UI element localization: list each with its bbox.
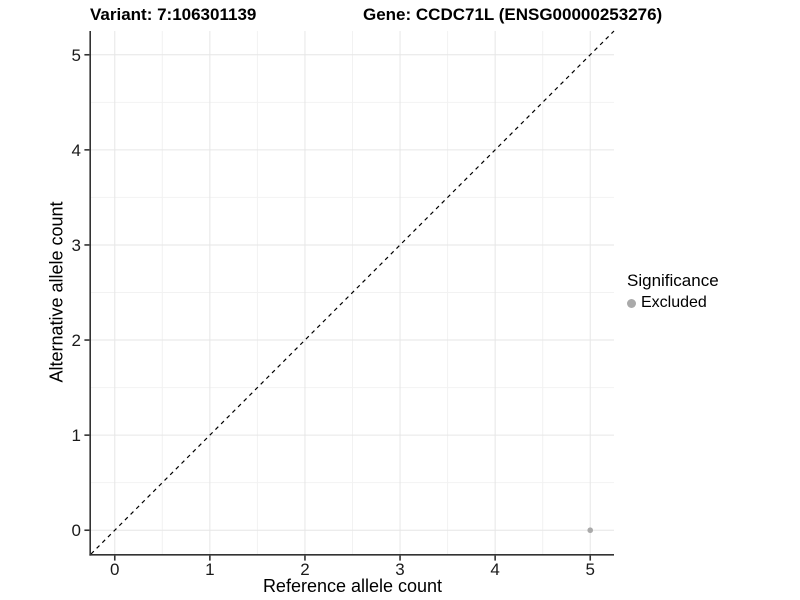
- plot-title-variant: Variant: 7:106301139: [90, 5, 257, 24]
- x-tick-label: 5: [585, 560, 594, 579]
- y-tick-label: 4: [72, 141, 81, 160]
- legend-items: Excluded: [627, 293, 719, 313]
- legend-title: Significance: [627, 271, 719, 290]
- y-tick-label: 1: [72, 426, 81, 445]
- legend-key-dot: [627, 298, 636, 308]
- data-point: [587, 527, 594, 534]
- y-tick-label: 0: [72, 521, 81, 540]
- legend-item-label: Excluded: [641, 294, 707, 311]
- x-tick-label: 0: [110, 560, 119, 579]
- legend-item: Excluded: [627, 293, 719, 313]
- plot-title-gene: Gene: CCDC71L (ENSG00000253276): [363, 5, 663, 24]
- identity-reference-line: [90, 30, 615, 555]
- y-tick-label: 5: [72, 46, 81, 65]
- y-tick-label: 2: [72, 331, 81, 350]
- legend: Significance Excluded: [627, 270, 719, 313]
- x-tick-label: 3: [395, 560, 404, 579]
- y-tick-label: 3: [72, 236, 81, 255]
- y-axis-title: Alternative allele count: [46, 201, 67, 383]
- x-axis-title: Reference allele count: [262, 576, 443, 596]
- x-tick-label: 2: [300, 560, 309, 579]
- x-tick-label: 4: [490, 560, 499, 579]
- x-tick-label: 1: [205, 560, 214, 579]
